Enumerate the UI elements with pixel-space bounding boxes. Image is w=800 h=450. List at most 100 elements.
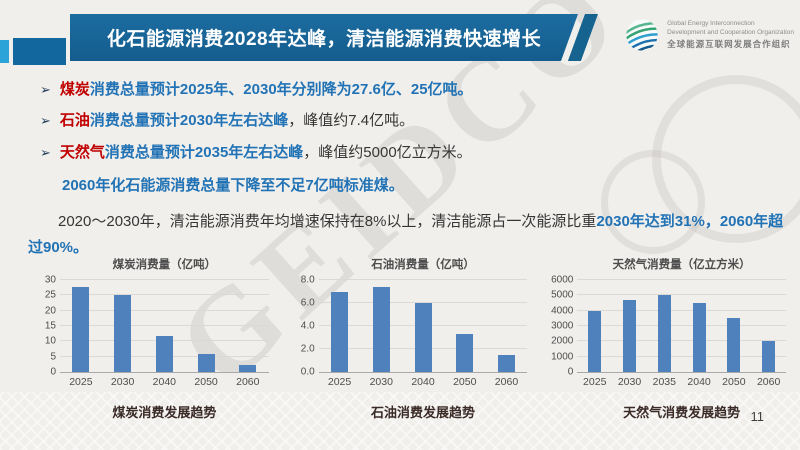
x-tick-label: 2025 [583,376,607,388]
chart-caption: 煤炭消费发展趋势 [112,405,217,420]
bar-slot [360,280,402,372]
x-tick-label: 2030 [369,376,393,388]
y-tick-label: 30 [44,274,56,286]
arrow-bullet-icon: ➢ [40,144,51,160]
bar-2060 [239,364,257,372]
y-tick-label: 8.0 [300,274,315,286]
text-segment: 消费总量预计2030年左右达峰 [89,112,289,130]
bars [577,280,786,372]
text-segment: 石油 [59,112,90,130]
bullet-gas-text: 天然气消费总量预计2035年左右达峰，峰值约5000亿立方米。 [60,143,472,163]
gridline [318,302,528,303]
bar-2050 [456,334,474,372]
gridline [318,279,528,280]
gridline [577,294,787,296]
chart-title: 天然气消费量（亿立方米） [612,259,751,271]
x-tick-label: 2060 [494,376,519,388]
bar-2025 [72,287,90,372]
bar-slot [102,280,144,372]
bar-2030 [114,295,132,372]
y-tick-label: 0.0 [300,366,315,378]
bullet-coal-text: 煤炭消费总量预计2025年、2030年分别降为27.6亿、25亿吨。 [60,80,473,100]
bar-slot [751,280,786,372]
fossil-2060-line: 2060年化石能源消费总量下降至不足7亿吨标准煤。 [62,176,404,194]
x-tick-label: 2025 [69,376,93,388]
y-tick-label: 25 [44,289,56,301]
chart-title: 煤炭消费量（亿吨） [112,259,217,271]
gridline [60,309,269,311]
gridline [577,309,787,311]
x-axis: 2025 2030 2035 2040 2050 2060 [577,373,786,388]
bars [319,280,528,372]
bar-2035 [657,295,671,372]
x-tick-label: 2030 [110,376,135,388]
plot-area: 0.0 2.0 4.0 6.0 8.0 [301,275,528,378]
chart-caption: 石油消费发展趋势 [371,405,476,420]
bar-2040 [692,303,706,372]
bar-2060 [762,341,776,372]
plot-area: 0 5 10 15 20 25 30 [45,275,269,378]
bar-slot [682,280,717,372]
x-tick-label: 2050 [194,376,218,388]
gridline [60,325,269,326]
bar-slot [612,280,647,372]
logo-name-en-1: Global Energy Interconnection [667,20,755,27]
x-tick-label: 2060 [756,376,781,388]
geidco-logo: Global Energy Interconnection Developmen… [623,16,794,54]
bar-slot [227,280,269,372]
bar-slot [444,280,486,372]
gridline [577,325,787,326]
gridline [577,340,787,342]
text-segment: 2020～2030年，清洁能源消费年均增速保持在8%以上，清洁能源占一次能源比重 [58,212,597,230]
bar-2025 [331,291,349,372]
y-tick-label: 0 [50,366,56,378]
bar-slot [486,280,528,372]
x-tick-label: 2050 [722,376,746,388]
y-tick-label: 1000 [551,351,574,363]
bar-slot [716,280,751,372]
y-tick-label: 2.0 [300,343,315,355]
bar-2050 [727,318,741,372]
x-axis: 2025 2030 2040 2050 2060 [60,373,269,388]
bar-slot [577,280,612,372]
y-tick-label: 20 [44,305,56,317]
chart-caption: 天然气消费发展趋势 [623,405,741,420]
gridline [60,294,269,296]
chart-coal: 煤炭消费量（亿吨） 0 5 10 15 20 25 30 2025 2030 2040 2050 206… [26,256,269,421]
bar-2030 [623,299,637,372]
gridline [577,355,787,357]
bar-slot [319,280,361,372]
arrow-bullet-icon: ➢ [40,113,51,129]
text-segment: 消费总量预计2035年左右达峰 [104,143,304,161]
bar-2040 [155,335,173,372]
logo-name-en-2: Development and Cooperation Organization [667,28,794,36]
bullet-coal: ➢ 煤炭消费总量预计2025年、2030年分别降为27.6亿、25亿吨。 [28,80,786,100]
y-tick-label: 5000 [551,289,574,301]
x-tick-label: 2040 [152,376,177,388]
plot-area: 0 1000 2000 3000 4000 5000 6000 [551,275,787,378]
bullet-oil: ➢ 石油消费总量预计2030年左右达峰，峰值约7.4亿吨。 [28,111,786,131]
bullet-gas: ➢ 天然气消费总量预计2035年左右达峰，峰值约5000亿立方米。 [28,143,786,163]
y-tick-label: 4000 [551,305,574,317]
bar-slot [402,280,444,372]
text-segment: 2030年达到31%，2060年超过90%。 [28,212,784,256]
page-number: 11 [750,409,765,424]
y-tick-label: 6000 [551,274,574,286]
arrow-bullet-icon: ➢ [40,82,51,97]
chart-oil: 石油消费量（亿吨） 0.0 2.0 4.0 6.0 8.0 2025 2030 2040 2050… [285,256,528,421]
y-tick-label: 5 [50,351,56,363]
content-area: ➢ 煤炭消费总量预计2025年、2030年分别降为27.6亿、25亿吨。 ➢ 石… [28,80,786,261]
chart-title: 石油消费量（亿吨） [371,259,475,271]
bar-slot [60,280,102,372]
charts-row: 煤炭消费量（亿吨） 0 5 10 15 20 25 30 2025 2030 2040 2050 206… [26,256,787,421]
x-axis: 2025 2030 2040 2050 2060 [319,373,528,388]
x-tick-label: 2040 [687,376,711,388]
bar-2060 [497,354,515,372]
logo-name-cn: 全球能源互联网发展合作组织 [667,38,791,49]
text-segment: 煤炭 [59,81,90,98]
x-tick-label: 2060 [236,376,260,388]
text-segment: ，峰值约5000亿立方米。 [303,143,472,161]
x-tick-label: 2030 [617,376,642,388]
bar-2050 [197,354,215,372]
